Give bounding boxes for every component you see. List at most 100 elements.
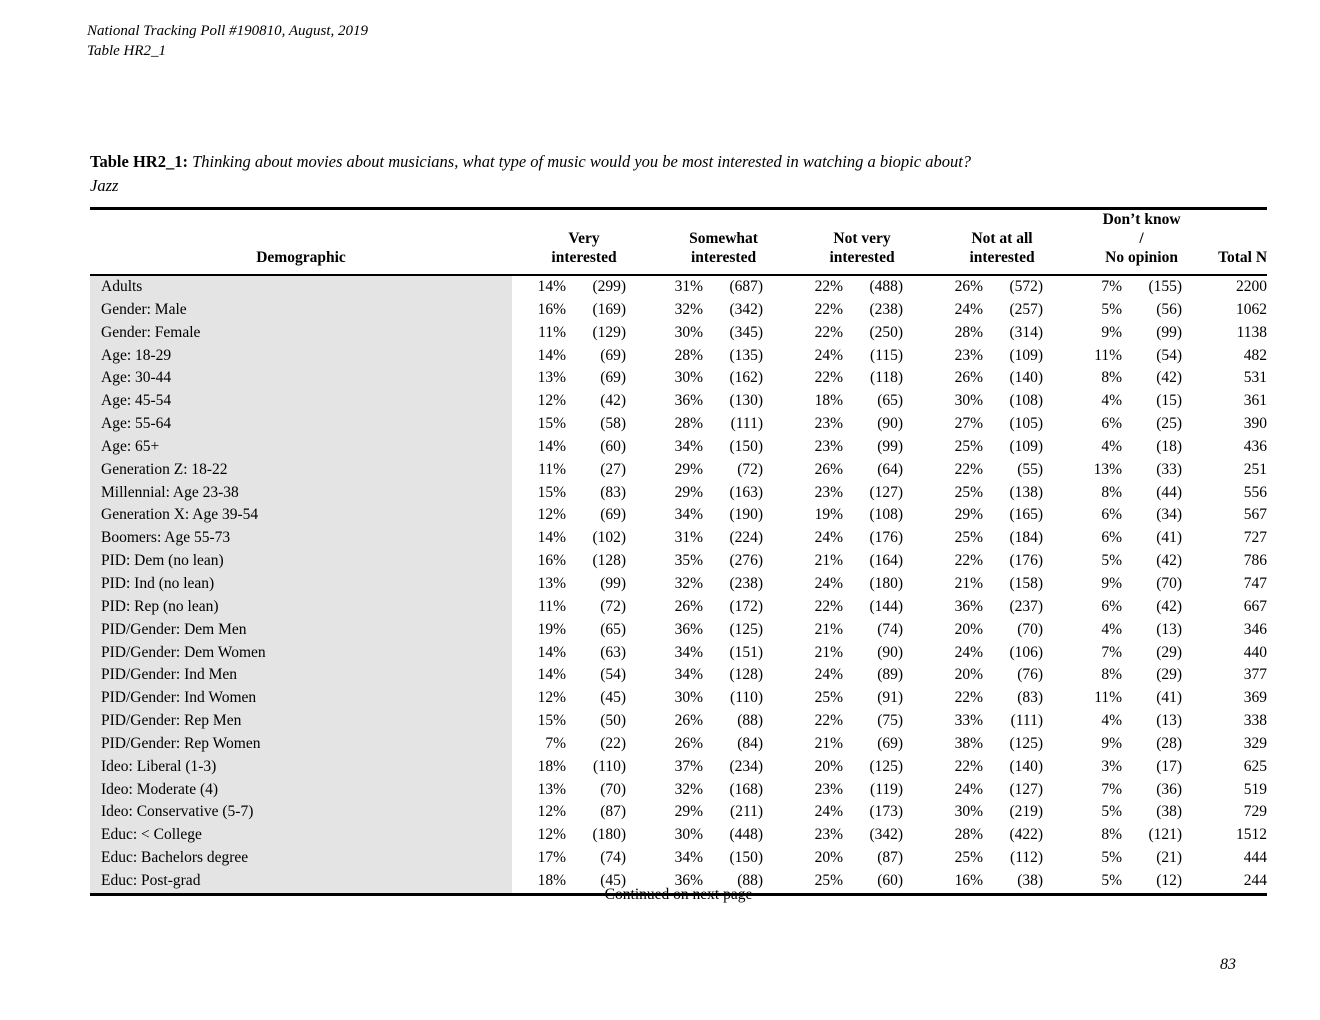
count-cell: (118) [870, 369, 904, 387]
count-cell: (110) [730, 689, 764, 707]
pct-cell: 20% [954, 620, 984, 638]
pct-cell: 16% [537, 300, 566, 318]
count-cell: (130) [729, 392, 764, 410]
count-cell: (115) [870, 346, 904, 364]
count-cell: (90) [877, 643, 904, 661]
pct-cell: 26% [814, 460, 844, 478]
pct-cell: 22% [954, 552, 984, 570]
table-row: Gender: Male 16% (169) 32% (342) 22% (238) 24% (… [90, 298, 1267, 322]
pct-cell: 13% [537, 780, 566, 798]
pct-cell: 38% [954, 734, 984, 752]
count-cell: (29) [1156, 643, 1183, 661]
count-cell: (138) [1009, 483, 1044, 501]
column-header-line: Not very [833, 230, 891, 247]
table-title-subtitle: Jazz [90, 176, 119, 195]
column-header-line: No opinion [1105, 249, 1178, 266]
pct-cell: 24% [814, 574, 844, 592]
pct-cell: 23% [814, 780, 844, 798]
count-cell: (345) [729, 323, 764, 341]
count-cell: (144) [869, 597, 904, 615]
pct-cell: 18% [537, 757, 566, 775]
pct-cell: 30% [674, 369, 704, 387]
pct-cell: 30% [674, 323, 704, 341]
pct-cell: 12% [537, 506, 566, 524]
table-row: Ideo: Conservative (5-7) 12% (87) 29% (211) 2… [90, 801, 1267, 825]
count-cell: (28) [1156, 734, 1183, 752]
pct-cell: 6% [1101, 415, 1123, 433]
pct-cell: 11% [1094, 689, 1123, 707]
count-cell: (176) [1009, 552, 1044, 570]
pct-cell: 4% [1101, 620, 1123, 638]
table-title-label: Table HR2_1: [90, 152, 188, 171]
pct-cell: 36% [674, 392, 704, 410]
pct-cell: 33% [954, 712, 984, 730]
column-header-line: Demographic [256, 249, 346, 266]
count-cell: (90) [877, 415, 904, 433]
count-cell: (180) [592, 826, 627, 844]
table-row: Gender: Female 11% (129) 30% (345) 22% (250) 28… [90, 321, 1268, 345]
count-cell: (257) [1009, 300, 1044, 318]
pct-cell: 31% [674, 278, 704, 295]
count-cell: (572) [1009, 278, 1044, 295]
table-row: PID/Gender: Dem Women 14% (63) 34% (151) 21% (… [90, 641, 1267, 665]
total-cell: 338 [1243, 712, 1268, 730]
count-cell: (88) [737, 871, 764, 889]
count-cell: (128) [729, 666, 764, 684]
pct-cell: 26% [674, 597, 704, 615]
count-cell: (112) [1010, 849, 1044, 867]
table-row: Millennial: Age 23-38 15% (83) 29% (163) 23% (… [90, 481, 1267, 505]
demographic-cell: Generation X: Age 39-54 [90, 504, 512, 528]
pct-cell: 29% [674, 803, 704, 821]
pct-cell: 4% [1101, 712, 1123, 730]
pct-cell: 15% [537, 483, 566, 501]
pct-cell: 34% [674, 849, 704, 867]
count-cell: (56) [1156, 300, 1183, 318]
count-cell: (109) [1009, 437, 1044, 455]
pct-cell: 8% [1101, 483, 1123, 501]
pct-cell: 26% [954, 369, 984, 387]
total-cell: 251 [1243, 460, 1268, 478]
pct-cell: 5% [1101, 849, 1123, 867]
pct-cell: 20% [954, 666, 984, 684]
count-cell: (250) [869, 323, 904, 341]
pct-cell: 4% [1101, 392, 1123, 410]
count-cell: (25) [1156, 415, 1183, 433]
count-cell: (109) [1009, 346, 1044, 364]
table-title-line: Table HR2_1: Thinking about movies about… [90, 150, 1270, 174]
demographic-cell: PID: Ind (no lean) [90, 572, 512, 596]
count-cell: (164) [869, 552, 904, 570]
pct-cell: 28% [674, 346, 704, 364]
count-cell: (342) [869, 826, 904, 844]
table-row: PID/Gender: Ind Men 14% (54) 34% (128) 24% (89… [90, 664, 1267, 688]
pct-cell: 30% [954, 803, 984, 821]
count-cell: (36) [1156, 780, 1183, 798]
table-row: Age: 55-64 15% (58) 28% (111) 23% (90) 27% (105)… [90, 413, 1267, 436]
pct-cell: 26% [674, 712, 704, 730]
count-cell: (64) [877, 460, 904, 478]
column-header-line: Not at all [971, 230, 1033, 247]
pct-cell: 26% [954, 278, 984, 295]
demographic-cell: PID/Gender: Dem Women [90, 641, 512, 665]
pct-cell: 5% [1101, 803, 1123, 821]
column-header-total-n: Total N [1182, 208, 1268, 276]
count-cell: (125) [1009, 734, 1044, 752]
total-cell: 1138 [1236, 323, 1268, 341]
pct-cell: 32% [674, 780, 704, 798]
pct-cell: 18% [537, 871, 566, 889]
pct-cell: 4% [1101, 437, 1123, 455]
pct-cell: 11% [538, 323, 566, 341]
table-row: PID: Rep (no lean) 11% (72) 26% (172) 22% (144… [90, 595, 1267, 619]
table-row: PID: Ind (no lean) 13% (99) 32% (238) 24% (180… [90, 572, 1267, 596]
pct-cell: 14% [537, 643, 566, 661]
table-row: Educ: Post-grad 18% (45) 36% (88) 25% (60) 16% (… [90, 869, 1267, 895]
pct-cell: 9% [1101, 734, 1123, 752]
pct-cell: 26% [674, 734, 704, 752]
pct-cell: 12% [537, 803, 566, 821]
count-cell: (42) [1156, 552, 1183, 570]
count-cell: (121) [1148, 826, 1183, 844]
count-cell: (42) [1156, 369, 1183, 387]
count-cell: (110) [593, 757, 627, 775]
demographic-cell: Gender: Female [90, 321, 512, 345]
total-cell: 2200 [1236, 278, 1268, 295]
count-cell: (69) [600, 369, 627, 387]
